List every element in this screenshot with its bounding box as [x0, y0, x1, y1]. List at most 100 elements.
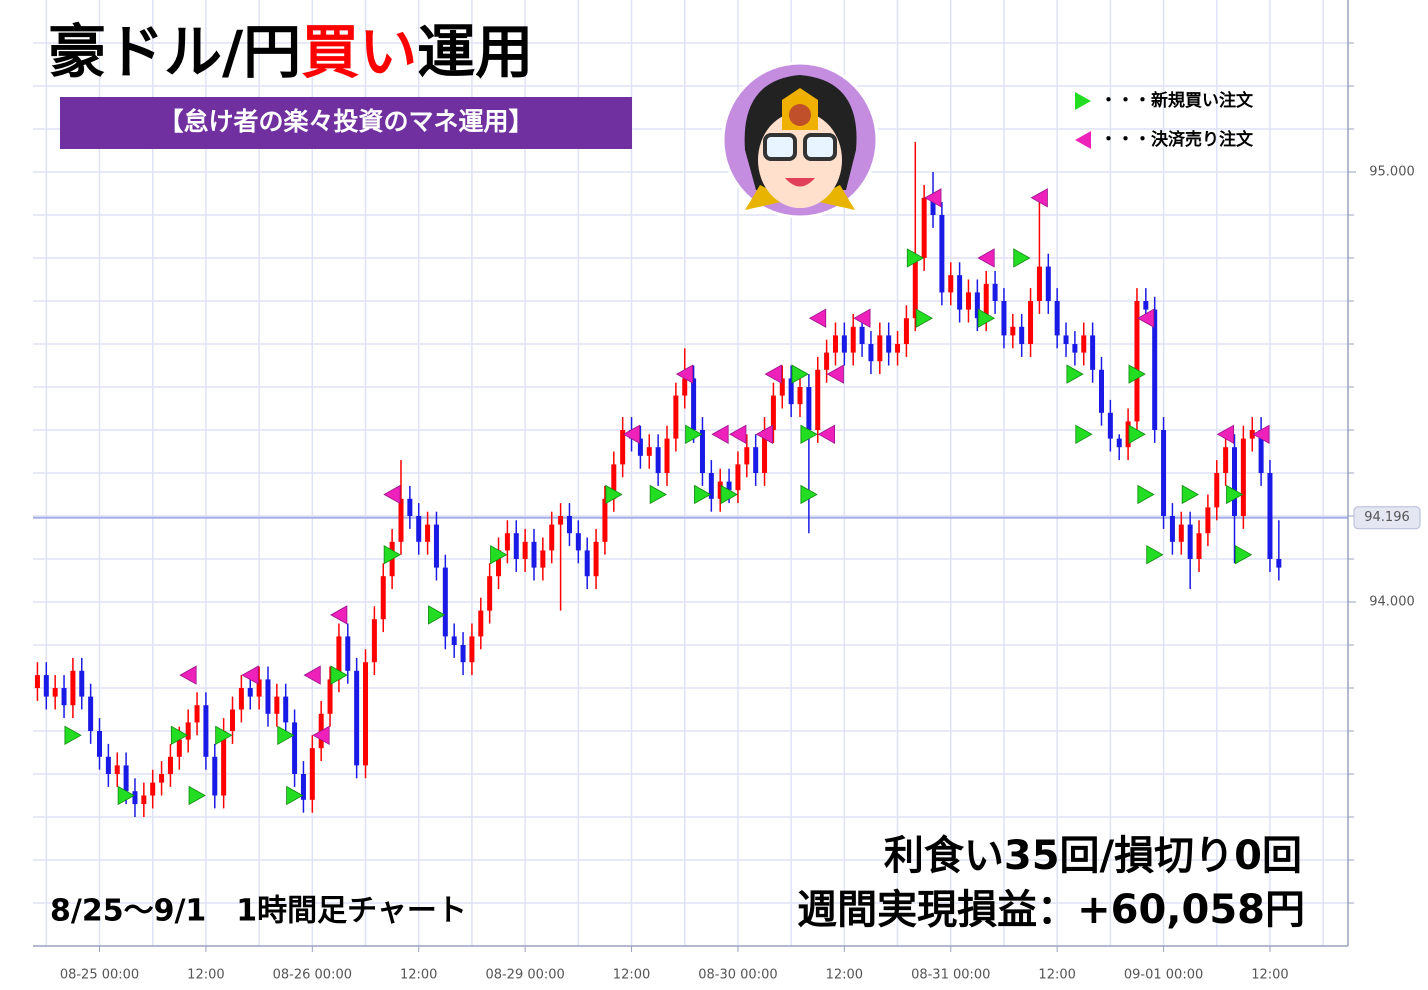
last-price-label: 94.196 — [1364, 510, 1410, 525]
candle-body — [797, 387, 803, 405]
sell-signal — [383, 484, 401, 505]
candle-body — [1028, 301, 1034, 344]
buy-signal — [1234, 545, 1253, 565]
title-part: 運用 — [417, 18, 533, 86]
buy-signal — [277, 725, 295, 745]
candle-body — [1187, 524, 1193, 559]
candle-body — [1072, 344, 1078, 353]
sell-signal — [312, 725, 330, 745]
buy-signal — [906, 248, 925, 268]
subtitle: 【怠け者の楽々投資のマネ運用】 — [158, 107, 533, 136]
candle-body — [221, 731, 227, 796]
candle-body — [194, 705, 200, 723]
buy-signal — [977, 308, 996, 328]
candle-body — [930, 197, 936, 215]
candle-body — [903, 318, 909, 344]
buy-signal — [490, 545, 508, 565]
candle-body — [442, 567, 448, 637]
candle-body — [1178, 524, 1184, 542]
candle-body — [602, 498, 608, 542]
sell-signal — [1252, 424, 1270, 444]
candle-body — [1205, 507, 1211, 534]
x-tick-label: 12:00 — [613, 968, 650, 983]
candle-body — [380, 576, 386, 620]
candle-body — [43, 675, 49, 697]
candle-body — [877, 335, 883, 362]
candle-body — [1045, 266, 1051, 301]
candle-body — [788, 378, 794, 405]
candle-body — [673, 395, 679, 439]
legend-label: ・・・決済売り注文 — [1100, 129, 1254, 150]
x-tick-label: 12:00 — [826, 968, 863, 983]
candle-body — [132, 791, 138, 805]
candle-body — [1169, 516, 1175, 542]
candle-body — [88, 696, 94, 731]
sell-signal — [977, 248, 995, 268]
candle-body — [105, 756, 111, 774]
sell-signal — [1137, 308, 1155, 328]
sell-signal — [755, 424, 773, 444]
candle-body — [1107, 412, 1113, 439]
sell-signal — [675, 364, 694, 384]
candle-body — [425, 524, 431, 542]
buy-signal — [649, 484, 667, 505]
title-part: 買い — [301, 18, 417, 86]
sell-signal — [817, 424, 836, 444]
candle-body — [327, 679, 333, 714]
candle-body — [150, 782, 156, 796]
candle-body — [1001, 301, 1007, 336]
candle-body — [513, 533, 519, 559]
avatar — [721, 61, 879, 219]
candle-body — [496, 550, 502, 577]
candle-body — [1214, 473, 1220, 508]
y-tick-label: 95.000 — [1369, 165, 1415, 180]
candle-body — [203, 705, 209, 757]
buy-signal — [1128, 364, 1146, 384]
x-tick-label: 08-30 00:00 — [698, 968, 777, 983]
candle-body — [451, 636, 457, 645]
sell-signal — [303, 665, 321, 685]
buy-signal — [330, 665, 348, 685]
candle-body — [753, 447, 759, 473]
buy-signal — [800, 484, 818, 505]
x-tick-label: 12:00 — [187, 968, 224, 983]
candle-body — [868, 344, 874, 362]
candle-body — [256, 679, 262, 697]
candle-body — [1258, 430, 1264, 473]
candle-body — [1019, 326, 1025, 344]
candle-body — [1081, 335, 1087, 353]
candle-body — [176, 739, 182, 757]
candle-body — [1267, 473, 1273, 559]
candle-body — [398, 498, 404, 542]
y-tick-label: 94.000 — [1369, 595, 1415, 610]
candle-body — [354, 670, 360, 766]
candle-body — [824, 352, 830, 370]
sell-signal — [924, 188, 942, 208]
result-line: 週間実現損益：+60,058円 — [797, 887, 1305, 933]
candle-body — [584, 550, 590, 577]
buy-signal — [720, 484, 738, 505]
candle-body — [1152, 309, 1158, 430]
candle-body — [699, 430, 705, 473]
candle-body — [895, 344, 901, 353]
candle-body — [433, 524, 439, 568]
candle-body — [646, 447, 652, 456]
candle-body — [832, 335, 838, 353]
sell-signal — [179, 665, 197, 685]
candle-body — [921, 197, 927, 258]
buy-signal — [1013, 248, 1031, 268]
candle-body — [1134, 301, 1140, 422]
sell-signal — [764, 364, 782, 384]
candle-body — [1098, 369, 1104, 413]
candle-body — [1054, 301, 1060, 336]
buy-signal — [605, 484, 623, 505]
buy-signal — [117, 785, 135, 806]
candle-body — [292, 722, 298, 774]
candle-body — [1240, 438, 1246, 516]
candle-body — [309, 748, 315, 800]
marks — [33, 141, 1348, 817]
buy-signal — [64, 725, 82, 745]
buy-signal — [915, 308, 933, 328]
x-tick-label: 12:00 — [400, 968, 437, 983]
sell-signal — [241, 665, 259, 685]
